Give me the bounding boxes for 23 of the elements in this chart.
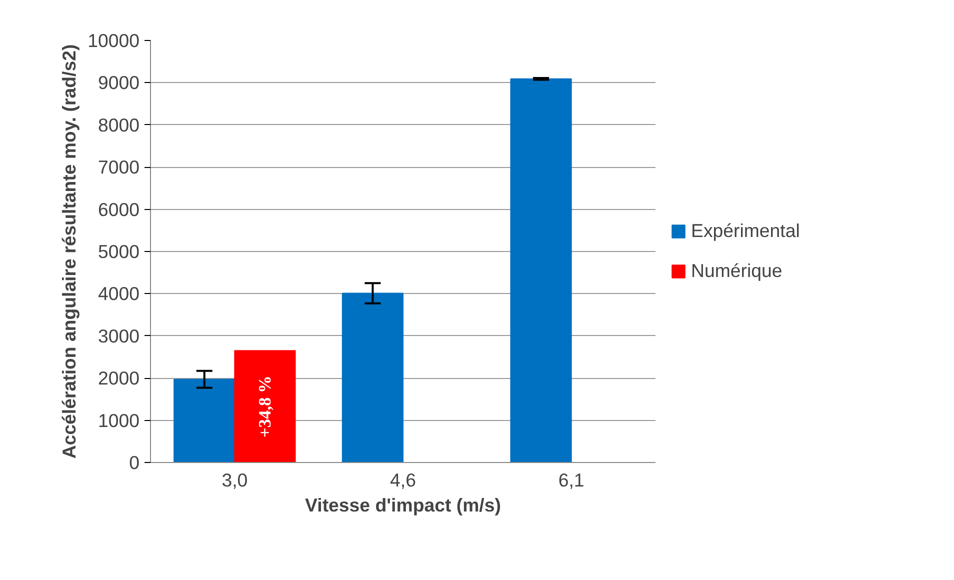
y-tick-label: 2000 [98,368,140,389]
y-tick-label: 9000 [98,72,140,94]
y-tick-label: 10000 [88,30,140,51]
y-tick-label: 3000 [98,325,140,346]
y-tick-label: 6000 [98,198,140,220]
x-tick-label: 3,0 [222,470,248,490]
legend-label: Numérique [691,260,782,282]
bar [234,350,296,462]
y-tick-label: 8000 [98,114,140,136]
y-tick-label: 0 [129,452,140,473]
x-tick-label: 6,1 [558,470,584,490]
bar [174,378,236,462]
annotation: +34,8 % [255,376,274,438]
y-tick-label: 4000 [98,283,140,304]
legend-label: Expérimental [691,220,800,242]
y-tick-label: 1000 [98,410,140,431]
y-axis-title: Accélération angulaire résultante moy. (rad/s2) [58,44,80,459]
x-axis-title: Vitesse d'impact (m/s) [305,494,501,516]
y-tick-label: 5000 [98,241,140,262]
bar [510,78,572,462]
y-tick-label: 7000 [98,156,140,178]
bar [342,292,404,462]
x-tick-label: 4,6 [390,470,416,490]
